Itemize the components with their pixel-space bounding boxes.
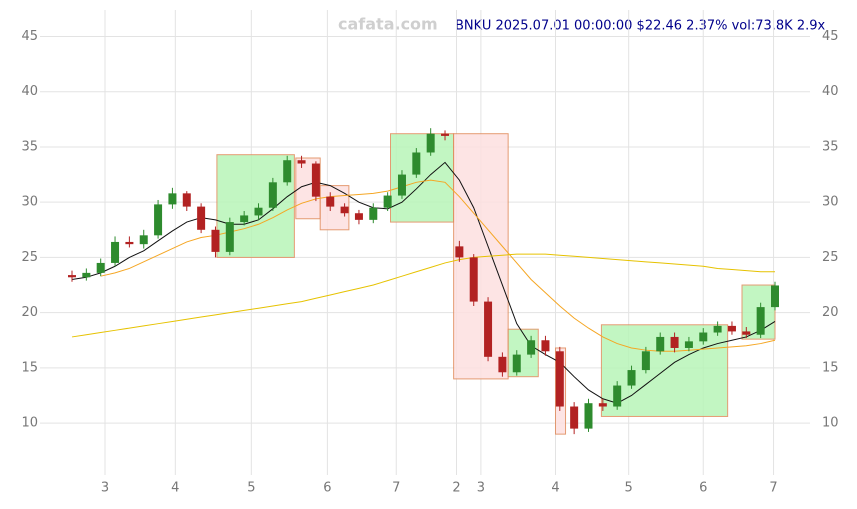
candle-body bbox=[168, 193, 177, 205]
candle-body bbox=[527, 340, 536, 355]
candle-body bbox=[369, 207, 378, 220]
y-tick-label: 25 bbox=[21, 250, 38, 265]
candle-body bbox=[268, 182, 277, 208]
candle-body bbox=[283, 160, 292, 183]
x-tick-label: 6 bbox=[699, 481, 707, 496]
candle-body bbox=[455, 246, 464, 258]
candle-body bbox=[584, 403, 593, 429]
candle-body bbox=[397, 174, 406, 196]
candle-body bbox=[613, 385, 622, 407]
candle-body bbox=[512, 354, 521, 373]
y-tick-label-right: 45 bbox=[822, 29, 839, 44]
y-tick-label-right: 10 bbox=[822, 416, 839, 431]
candle-body bbox=[627, 370, 636, 386]
y-tick-label-right: 15 bbox=[822, 360, 839, 375]
y-tick-label-right: 20 bbox=[822, 305, 839, 320]
candle-body bbox=[182, 193, 191, 207]
y-tick-label-right: 35 bbox=[822, 139, 839, 154]
candle-body bbox=[771, 285, 779, 308]
y-tick-label: 30 bbox=[21, 195, 38, 210]
candle-body bbox=[426, 133, 435, 153]
candle-body bbox=[441, 133, 450, 136]
candle-body bbox=[469, 257, 478, 302]
candle-body bbox=[326, 196, 335, 207]
candle-body bbox=[340, 206, 349, 214]
y-tick-label: 15 bbox=[21, 360, 38, 375]
y-tick-label: 20 bbox=[21, 305, 38, 320]
candle-body bbox=[742, 331, 751, 335]
candle-body bbox=[383, 195, 392, 208]
candle-body bbox=[240, 215, 249, 223]
y-tick-label-right: 30 bbox=[822, 195, 839, 210]
y-tick-label-right: 25 bbox=[822, 250, 839, 265]
candle-body bbox=[154, 204, 163, 236]
y-tick-label: 10 bbox=[21, 416, 38, 431]
candle-body bbox=[684, 341, 693, 348]
candle-body bbox=[699, 332, 708, 342]
candle-body bbox=[641, 351, 650, 371]
candle-body bbox=[727, 325, 736, 332]
candle-body bbox=[570, 406, 579, 429]
candle-body bbox=[197, 206, 206, 230]
candle-body bbox=[555, 351, 564, 407]
candle-body bbox=[498, 356, 507, 373]
chart-title: BNKU 2025.07.01 00:00:00 $22.46 2.37% vo… bbox=[455, 19, 826, 34]
x-tick-label: 4 bbox=[171, 481, 179, 496]
candle-body bbox=[211, 229, 220, 252]
x-tick-label: 7 bbox=[769, 481, 777, 496]
y-tick-label-right: 40 bbox=[822, 84, 839, 99]
x-tick-label: 2 bbox=[452, 481, 460, 496]
candle-body bbox=[484, 301, 493, 357]
x-tick-label: 5 bbox=[247, 481, 255, 496]
candle-body bbox=[756, 307, 765, 335]
y-tick-label: 45 bbox=[21, 29, 38, 44]
x-tick-label: 6 bbox=[323, 481, 331, 496]
candle-body bbox=[96, 262, 105, 273]
x-tick-label: 5 bbox=[625, 481, 633, 496]
candle-body bbox=[311, 163, 320, 197]
candle-body bbox=[713, 325, 722, 333]
x-tick-label: 4 bbox=[551, 481, 559, 496]
moving-average bbox=[71, 161, 776, 404]
candle-body bbox=[125, 241, 134, 245]
candle-body bbox=[139, 235, 148, 245]
candle-body bbox=[82, 272, 91, 278]
y-tick-label: 35 bbox=[21, 139, 38, 154]
candle-body bbox=[412, 152, 421, 175]
candle-body bbox=[297, 160, 306, 164]
moving-average bbox=[71, 253, 775, 338]
watermark: cafata.com bbox=[338, 15, 438, 34]
candle-body bbox=[68, 275, 76, 278]
candle-body bbox=[598, 403, 607, 407]
candle-body bbox=[354, 213, 363, 220]
candle-body bbox=[670, 336, 679, 348]
x-tick-label: 7 bbox=[392, 481, 400, 496]
candle-body bbox=[111, 241, 120, 263]
candle-body bbox=[656, 336, 665, 352]
candle-body bbox=[541, 340, 550, 352]
candle-body bbox=[254, 207, 263, 216]
y-tick-label: 40 bbox=[21, 84, 38, 99]
x-tick-label: 3 bbox=[101, 481, 109, 496]
candle-body bbox=[225, 222, 234, 252]
x-tick-label: 3 bbox=[477, 481, 485, 496]
